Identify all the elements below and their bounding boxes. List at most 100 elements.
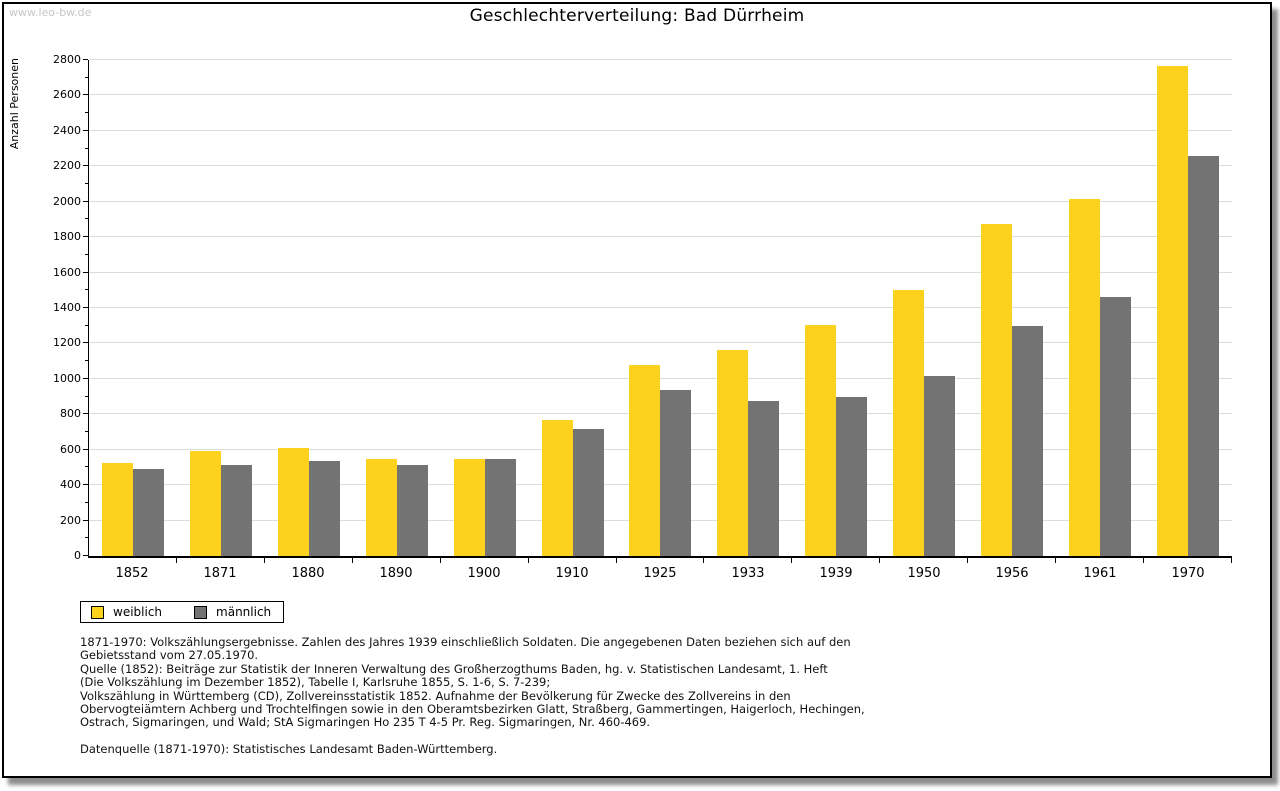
legend-item-männlich: männlich <box>194 605 271 619</box>
bar-group-1852 <box>89 60 177 556</box>
bar-weiblich-1925 <box>629 364 661 556</box>
bar-männlich-1900 <box>484 459 516 556</box>
y-tick-major <box>83 307 88 308</box>
y-tick-label: 0 <box>74 549 81 562</box>
y-tick-major <box>83 448 88 450</box>
bar-männlich-1939 <box>836 397 868 556</box>
gridline <box>89 129 1232 131</box>
bars-layer <box>89 60 1232 556</box>
x-tick <box>263 558 265 563</box>
y-tick-minor <box>85 147 88 149</box>
gridline <box>89 342 1232 344</box>
y-tick-major <box>83 555 88 556</box>
watermark: www.leo-bw.de <box>9 6 92 19</box>
bar-weiblich-1871 <box>189 450 221 556</box>
footnote-line: Quelle (1852): Beiträge zur Statistik de… <box>80 661 828 676</box>
bar-group-1910 <box>529 60 617 556</box>
bar-weiblich-1933 <box>717 349 749 556</box>
x-tick-label-1933: 1933 <box>731 566 765 581</box>
y-tick-major <box>83 59 88 60</box>
legend-swatch-weiblich <box>91 605 104 619</box>
y-tick-minor <box>85 431 88 432</box>
y-tick-minor <box>85 76 88 78</box>
bar-weiblich-1890 <box>365 458 397 556</box>
y-tick-label: 800 <box>60 407 81 421</box>
y-tick-label: 2000 <box>53 194 81 208</box>
y-tick-major <box>83 413 88 415</box>
y-tick-major <box>83 519 88 521</box>
y-tick-label: 2600 <box>53 88 81 102</box>
bar-group-1933 <box>704 60 792 556</box>
x-tick <box>879 558 881 563</box>
y-tick-minor <box>85 501 88 503</box>
bar-group-1880 <box>265 60 353 556</box>
y-tick-major <box>83 377 88 379</box>
x-tick-label-1852: 1852 <box>115 566 149 581</box>
footnote-lines: 1871-1970: Volkszählungsergebnisse. Zahl… <box>80 635 1200 730</box>
y-tick-minor <box>85 253 88 255</box>
x-tick-label-1961: 1961 <box>1083 566 1117 581</box>
x-tick-label-1910: 1910 <box>555 566 589 581</box>
bar-männlich-1925 <box>660 390 692 556</box>
plot-area: 0 200 400 600 800 1000 1200 1400 1600 1800 2000 220… <box>53 54 1232 563</box>
footnote-line: Volkszählung in Württemberg (CD), Zollve… <box>80 688 791 703</box>
bar-männlich-1890 <box>396 464 428 556</box>
y-tick-minor <box>85 218 88 220</box>
y-tick-minor <box>85 537 88 539</box>
datasource-line: Datenquelle (1871-1970): Statistisches L… <box>80 741 498 756</box>
bar-männlich-1852 <box>132 469 164 556</box>
bar-weiblich-1939 <box>805 324 837 556</box>
bar-group-1890 <box>353 60 441 556</box>
y-tick-major <box>83 236 88 238</box>
y-tick-minor <box>85 112 88 114</box>
x-tick-label-1956: 1956 <box>995 566 1029 581</box>
legend-label: weiblich <box>113 605 163 619</box>
x-tick-label-1939: 1939 <box>819 566 853 581</box>
bar-group-1961 <box>1056 60 1144 556</box>
y-tick-major <box>83 271 88 273</box>
bar-männlich-1933 <box>748 401 780 556</box>
page-title: Geschlechterverteilung: Bad Dürrheim <box>469 6 805 26</box>
footnote-line: Obervogteiämtern Achberg und Trochtelfin… <box>80 702 865 717</box>
bar-weiblich-1956 <box>981 223 1013 556</box>
x-tick-label-1925: 1925 <box>643 566 677 581</box>
y-tick-minor <box>85 360 88 362</box>
bar-männlich-1871 <box>220 464 252 556</box>
x-tick-label-1890: 1890 <box>379 566 413 581</box>
gridline <box>89 94 1232 96</box>
footnote-line: 1871-1970: Volkszählungsergebnisse. Zahl… <box>80 635 851 649</box>
chart-frame: www.leo-bw.de Geschlechterverteilung: Ba… <box>2 2 1272 778</box>
x-tick <box>703 558 705 563</box>
bar-weiblich-1900 <box>453 458 485 556</box>
bar-group-1939 <box>792 60 880 556</box>
bar-group-1956 <box>968 60 1056 556</box>
gridline <box>89 271 1232 273</box>
y-tick-minor <box>85 289 88 291</box>
bar-weiblich-1970 <box>1157 66 1189 556</box>
x-tick-label-1900: 1900 <box>467 566 501 581</box>
y-tick-major <box>83 94 88 96</box>
x-tick <box>527 558 529 563</box>
y-tick-major <box>83 484 88 486</box>
x-tick <box>439 558 441 563</box>
footnote-line: (Die Volkszählung im Dezember 1852), Tab… <box>80 675 551 690</box>
x-axis-labels: 1852 1871 1880 1890 1900 1910 1925 1933 1939 1950… <box>88 566 1232 581</box>
gridline <box>89 307 1232 308</box>
legend-label: männlich <box>216 605 272 619</box>
y-tick-label: 2400 <box>53 123 81 137</box>
y-tick-minor <box>85 324 88 326</box>
x-tick <box>1231 558 1232 563</box>
legend-swatch-männlich <box>194 605 208 619</box>
bar-männlich-1910 <box>572 429 604 556</box>
y-tick-label: 600 <box>60 442 81 456</box>
y-tick-major <box>83 129 88 131</box>
y-tick-major <box>83 200 88 202</box>
legend-item-weiblich: weiblich <box>91 605 162 619</box>
x-tick-label-1871: 1871 <box>203 566 237 581</box>
bar-group-1950 <box>880 60 968 556</box>
legend: weiblich männlich <box>80 601 285 623</box>
bar-weiblich-1880 <box>277 447 309 556</box>
footnote-line: Ostrach, Sigmaringen, und Wald; StA Sigm… <box>80 715 651 730</box>
y-tick-label: 1000 <box>53 371 81 385</box>
footnote: 1871-1970: Volkszählungsergebnisse. Zahl… <box>80 635 1200 756</box>
